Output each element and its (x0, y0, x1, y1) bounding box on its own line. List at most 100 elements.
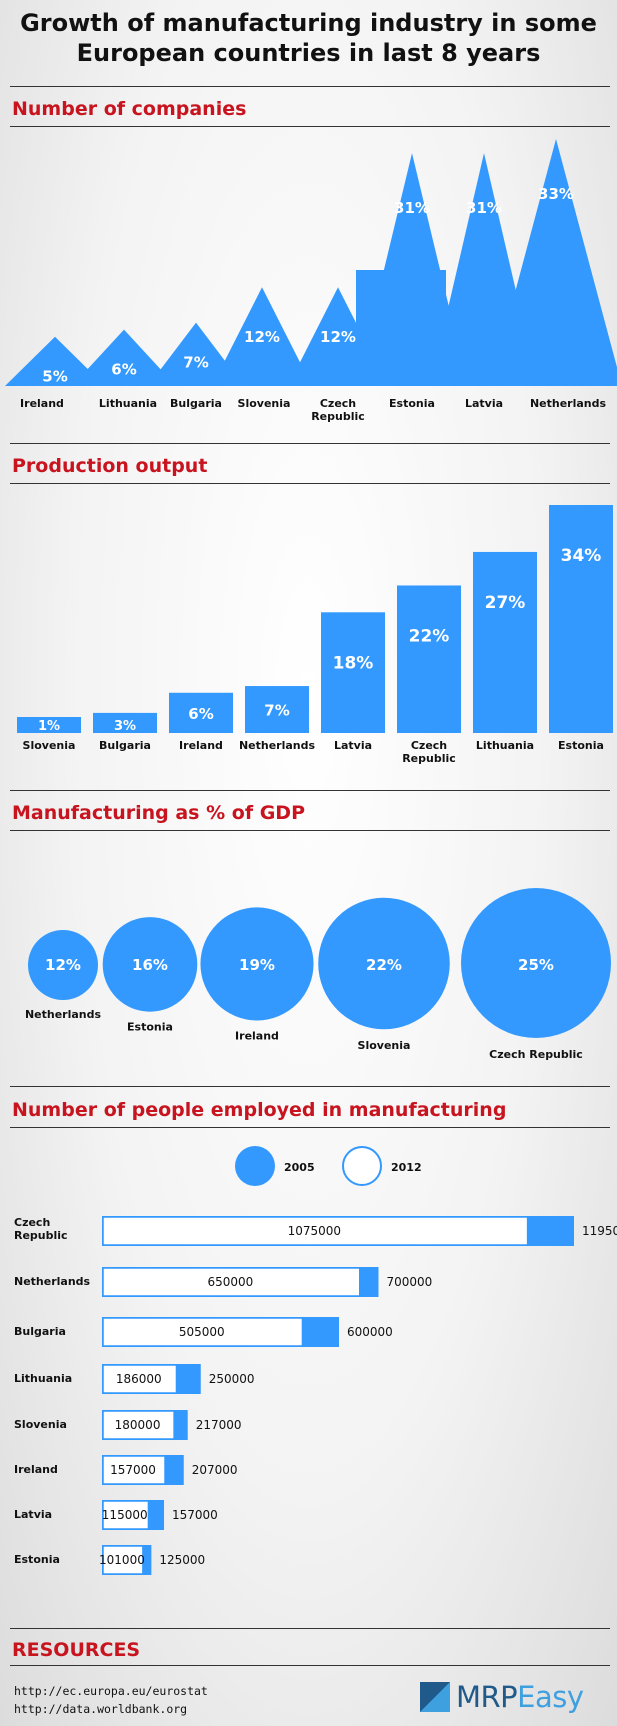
value-label: 31% (394, 199, 430, 217)
legend-swatch-2012 (342, 1146, 382, 1186)
bar-czech-republic (397, 585, 461, 733)
category-label: Slovenia (238, 397, 291, 410)
value-label-2012: 700000 (386, 1275, 432, 1289)
value-label-2005: 505000 (179, 1325, 225, 1339)
resources-title: RESOURCES (12, 1639, 141, 1661)
bar-2005 (102, 1500, 150, 1530)
section-title-gdp: Manufacturing as % of GDP (12, 802, 305, 824)
bar-2005 (102, 1317, 304, 1347)
category-label: Czech Republic (489, 1048, 583, 1061)
value-label-2005: 1075000 (288, 1224, 341, 1238)
logo-text: MRPEasy (456, 1678, 584, 1716)
divider (10, 790, 610, 791)
value-label-2012: 207000 (192, 1463, 238, 1477)
category-label: Bulgaria (14, 1325, 66, 1338)
divider (10, 830, 610, 831)
category-label: Bulgaria (99, 739, 151, 752)
bar-2005 (102, 1216, 529, 1246)
category-label: Estonia (558, 739, 604, 752)
category-label: Lithuania (476, 739, 534, 752)
value-label-2012: 1195000 (582, 1224, 617, 1238)
bar-2005 (102, 1455, 166, 1485)
divider (10, 1628, 610, 1629)
logo-icon (420, 1682, 450, 1712)
gdp-chart: 12% Netherlands 16% Estonia 19% Ireland 22% Slo… (25, 888, 611, 1061)
peak-ireland (5, 336, 105, 386)
category-label: Latvia (334, 739, 372, 752)
value-label-2005: 650000 (207, 1275, 253, 1289)
category-label: Slovenia (358, 1039, 411, 1052)
peak-netherlands (490, 139, 617, 386)
peak-bulgaria (148, 322, 244, 386)
category-label: Czech Republic (402, 739, 456, 765)
category-label: Latvia (14, 1508, 52, 1521)
bar-ireland (169, 692, 233, 733)
value-label: 25% (518, 956, 554, 974)
divider (10, 1665, 610, 1666)
resource-link-worldbank[interactable]: http://data.worldbank.org (14, 1702, 188, 1716)
value-label: 6% (188, 705, 213, 723)
bar-lithuania (473, 551, 537, 733)
category-label: Ireland (20, 397, 64, 410)
section-title-companies: Number of companies (12, 98, 247, 120)
value-label-2012: 600000 (347, 1325, 393, 1339)
title-line-2: European countries in last 8 years (76, 39, 541, 67)
bar-netherlands (245, 686, 309, 733)
value-label-2005: 157000 (110, 1463, 156, 1477)
value-label: 12% (45, 956, 81, 974)
value-label-2005: 186000 (116, 1372, 162, 1386)
value-label-2012: 157000 (172, 1508, 218, 1522)
mrpeasy-logo: MRPEasy (420, 1678, 610, 1718)
category-label: Ireland (14, 1463, 58, 1476)
value-label-2005: 180000 (115, 1418, 161, 1432)
bar-2005 (102, 1410, 175, 1440)
value-label: 12% (320, 328, 356, 346)
value-label: 6% (111, 361, 136, 379)
value-label-2012: 125000 (159, 1553, 205, 1567)
category-label: Netherlands (25, 1008, 102, 1021)
category-label: Netherlands (530, 397, 607, 410)
category-label: Czech Republic (14, 1216, 68, 1242)
category-label: Latvia (465, 397, 503, 410)
value-label: 18% (333, 653, 374, 673)
category-label: Estonia (389, 397, 435, 410)
value-label: 33% (538, 185, 574, 203)
bubble-ireland (200, 907, 314, 1021)
category-label: Czech Republic (311, 397, 365, 423)
value-label: 1% (38, 719, 60, 734)
value-label-2005: 115000 (102, 1508, 148, 1522)
bar-2005 (102, 1545, 144, 1575)
peak-fill (356, 270, 446, 386)
section-title-production: Production output (12, 455, 208, 477)
title-line-1: Growth of manufacturing industry in some (20, 9, 597, 37)
bubble-slovenia (318, 897, 450, 1030)
category-label: Ireland (179, 739, 223, 752)
value-label: 19% (239, 956, 275, 974)
bubble-estonia (102, 917, 198, 1012)
resource-link-eurostat[interactable]: http://ec.europa.eu/eurostat (14, 1684, 208, 1698)
divider (10, 126, 610, 127)
category-label: Estonia (127, 1020, 173, 1033)
peak-slovenia (212, 287, 312, 386)
category-label: Slovenia (14, 1418, 67, 1431)
value-label: 34% (561, 546, 602, 566)
bar-2005 (102, 1267, 361, 1297)
value-label: 12% (244, 328, 280, 346)
category-label: Netherlands (239, 739, 316, 752)
category-label: Estonia (14, 1553, 60, 1566)
category-label: Bulgaria (170, 397, 222, 410)
value-label: 27% (485, 593, 526, 613)
bar-latvia (321, 612, 385, 733)
value-label: 16% (132, 956, 168, 974)
value-label: 5% (42, 368, 67, 386)
category-label: Slovenia (23, 739, 76, 752)
divider (10, 86, 610, 87)
bar-slovenia (17, 717, 81, 733)
value-label: 7% (183, 354, 208, 372)
value-label-2005: 101000 (99, 1553, 145, 1567)
bubble-netherlands (28, 930, 98, 1000)
divider (10, 1086, 610, 1087)
logo-text-mrp: MRP (456, 1680, 518, 1714)
category-label: Netherlands (14, 1275, 91, 1288)
